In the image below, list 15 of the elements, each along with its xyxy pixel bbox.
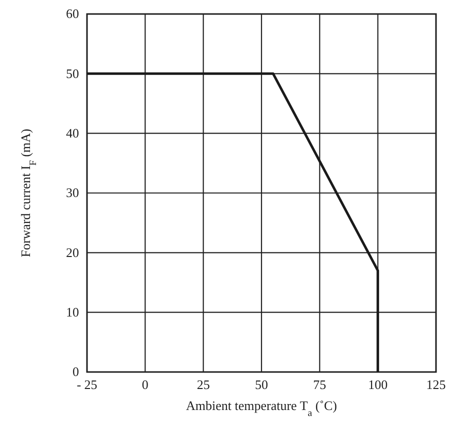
y-tick-label: 20 (66, 244, 79, 260)
x-tick-label: 125 (426, 377, 446, 392)
y-tick-label: 50 (66, 66, 79, 81)
x-tick-label: 100 (368, 377, 388, 392)
y-tick-label: 0 (72, 364, 79, 380)
x-tick-label: 50 (255, 377, 268, 392)
x-tick-label: 0 (142, 377, 148, 392)
y-tick-label: 10 (66, 304, 79, 320)
y-tick-label: 60 (66, 6, 79, 22)
x-axis-title: Ambient temperature T$_{a}$ (˚C) (186, 398, 338, 418)
x-tick-label: 25 (196, 377, 210, 392)
y-tick-label: 30 (66, 185, 79, 200)
y-tick-label: 40 (66, 125, 79, 140)
x-tick-label: 75 (313, 377, 326, 392)
x-tick-label: - 25 (76, 377, 98, 392)
